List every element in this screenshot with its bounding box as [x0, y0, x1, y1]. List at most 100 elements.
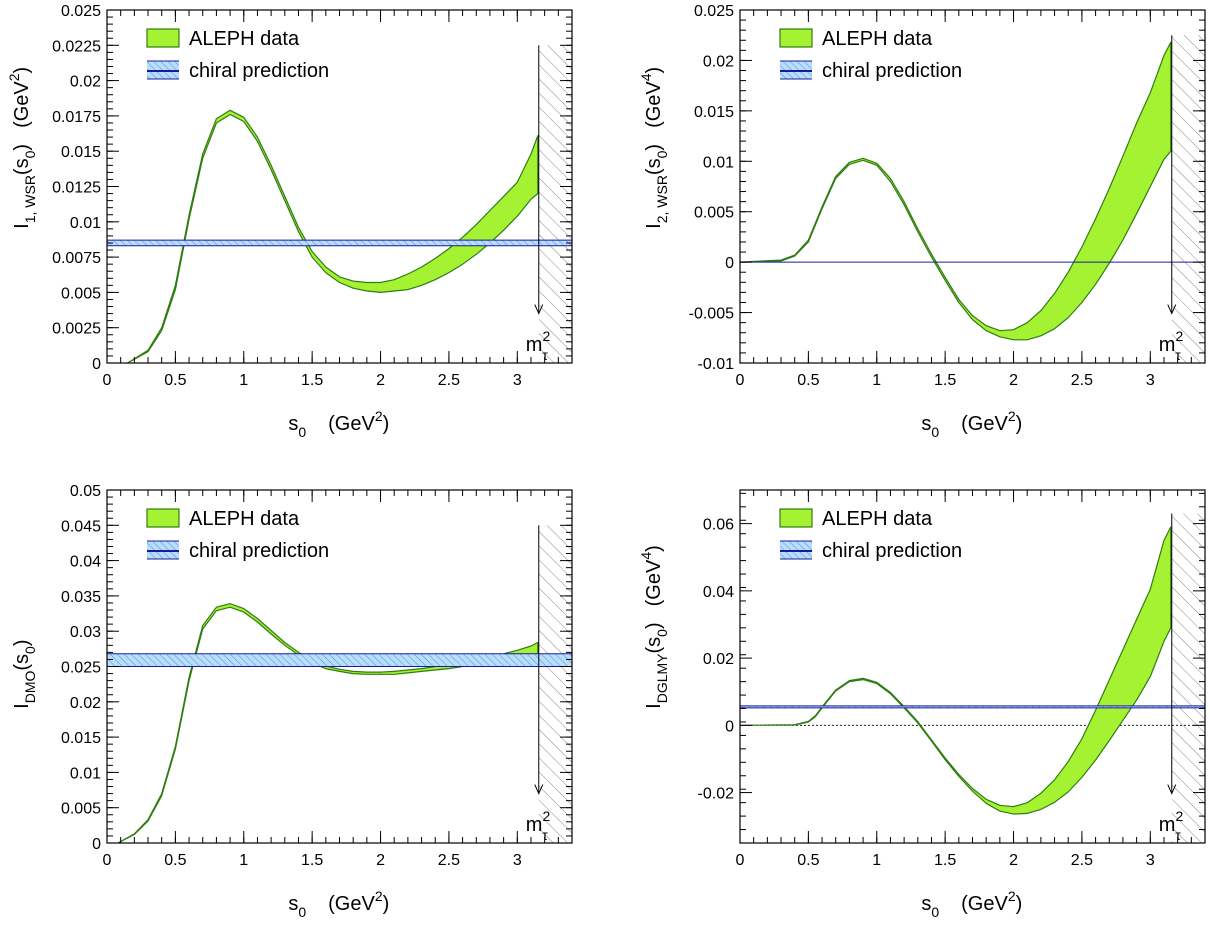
x-axis: 0 0.5 1 1.5 2 2.5 3 — [736, 10, 1206, 389]
plot-area — [107, 45, 572, 363]
y-axis-label: I2, WSR(s0)(GeV4) — [638, 67, 670, 229]
x-tick-label: 3 — [1146, 852, 1155, 869]
legend-label-chiral: chiral prediction — [189, 60, 329, 82]
y-tick-label: 0.025 — [61, 3, 101, 20]
legend-swatch-aleph — [779, 28, 813, 48]
mtau-label: m2 τ — [1159, 808, 1184, 843]
legend-label-chiral: chiral prediction — [189, 540, 329, 562]
legend-label-aleph: ALEPH data — [189, 508, 300, 530]
y-tick-label: 0.015 — [694, 104, 734, 121]
y-tick-label: 0.05 — [70, 483, 101, 500]
x-axis: 0 0.5 1 1.5 2 2.5 3 — [103, 490, 573, 869]
y-tick-label: 0.025 — [694, 3, 734, 20]
y-tick-label: 0.01 — [703, 154, 734, 171]
x-tick-label: 0.5 — [797, 852, 819, 869]
x-axis-label: s0 (GeV2) — [921, 888, 1022, 920]
aleph-data-band — [117, 603, 539, 843]
y-tick-label: 0.005 — [61, 285, 101, 302]
x-tick-label: 0 — [736, 852, 745, 869]
plot-area — [107, 525, 572, 843]
y-tick-label: 0.015 — [61, 144, 101, 161]
legend-label-chiral: chiral prediction — [822, 60, 962, 82]
x-tick-label: 1.5 — [934, 372, 956, 389]
y-tick-label: 0.02 — [70, 74, 101, 91]
y-axis: 0 0.005 0.01 0.015 0.02 0.025 0.03 0.035 0.04 0.0… — [61, 483, 572, 853]
x-tick-label: 2 — [376, 372, 385, 389]
mtau-label: m2 τ — [526, 808, 551, 843]
mtau-label: m2 τ — [1159, 328, 1184, 363]
plot-area — [740, 513, 1205, 843]
x-tick-label: 3 — [1146, 372, 1155, 389]
y-tick-label: 0.02 — [703, 53, 734, 70]
x-tick-label: 0 — [736, 372, 745, 389]
y-tick-label: 0.045 — [61, 518, 101, 535]
x-tick-label: 1 — [872, 372, 881, 389]
x-tick-label: 2.5 — [1071, 372, 1093, 389]
excluded-region-hatch — [538, 45, 572, 363]
mtau-arrow-head — [534, 784, 544, 795]
y-tick-label: 0.04 — [703, 584, 734, 601]
panel-bottom-left: m2 τ 0 0.5 1 1.5 2 2.5 3 0 0.005 0.01 0.015 0.02 0.025… — [11, 483, 573, 920]
x-axis: 0 0.5 1 1.5 2 2.5 3 — [103, 10, 573, 389]
y-axis: -0.01 -0.005 0 0.005 0.01 0.015 0.02 0.025 — [689, 3, 1205, 373]
aleph-data-band — [740, 41, 1172, 341]
x-axis-label: s0 (GeV2) — [288, 408, 389, 440]
x-tick-label: 1 — [872, 852, 881, 869]
x-tick-label: 1.5 — [934, 852, 956, 869]
x-tick-label: 2.5 — [438, 852, 460, 869]
x-tick-label: 1 — [239, 852, 248, 869]
mtau-arrow-head — [534, 304, 544, 315]
x-tick-label: 0 — [103, 852, 112, 869]
x-axis-label: s0 (GeV2) — [921, 408, 1022, 440]
aleph-data-band — [740, 526, 1172, 815]
x-tick-label: 2 — [376, 852, 385, 869]
x-tick-label: 0.5 — [797, 372, 819, 389]
x-tick-label: 0.5 — [164, 852, 186, 869]
excluded-region-hatch — [1171, 35, 1205, 363]
legend-label-aleph: ALEPH data — [822, 508, 933, 530]
legend: ALEPH data chiral prediction — [779, 508, 962, 562]
excluded-region-hatch — [1171, 513, 1205, 843]
x-tick-label: 2.5 — [438, 372, 460, 389]
y-axis: 0 0.0025 0.005 0.0075 0.01 0.0125 0.015 0.0175 0… — [52, 3, 572, 373]
legend: ALEPH data chiral prediction — [779, 28, 962, 82]
x-tick-label: 2.5 — [1071, 852, 1093, 869]
legend-swatch-aleph — [146, 508, 180, 528]
legend: ALEPH data chiral prediction — [146, 28, 329, 82]
y-axis-label: IDGLMY(s0)(GeV4) — [638, 545, 670, 709]
legend-swatch-aleph — [779, 508, 813, 528]
chiral-prediction-band — [107, 653, 572, 667]
x-tick-label: 3 — [513, 852, 522, 869]
y-tick-label: 0 — [92, 356, 101, 373]
chiral-prediction-band — [107, 240, 572, 246]
y-tick-label: -0.02 — [698, 786, 735, 803]
legend: ALEPH data chiral prediction — [146, 508, 329, 562]
panel-top-right: m2 τ 0 0.5 1 1.5 2 2.5 3 -0.01 -0.005 0 0.005 0.01 0.0… — [638, 3, 1206, 440]
y-tick-label: 0.04 — [70, 554, 101, 571]
legend-swatch-aleph — [146, 28, 180, 48]
y-tick-label: -0.01 — [698, 356, 735, 373]
x-tick-label: 0 — [103, 372, 112, 389]
y-tick-label: 0.03 — [70, 624, 101, 641]
x-tick-label: 2 — [1009, 852, 1018, 869]
y-tick-label: 0.035 — [61, 589, 101, 606]
y-axis-label: I1, WSR(s0)(GeV2) — [6, 67, 38, 229]
x-axis-label: s0 (GeV2) — [288, 888, 389, 920]
y-tick-label: 0 — [725, 718, 734, 735]
y-tick-label: 0.0225 — [52, 38, 101, 55]
x-tick-label: 1.5 — [301, 372, 323, 389]
aleph-data-band — [126, 109, 539, 363]
y-tick-label: 0.0125 — [52, 180, 101, 197]
excluded-region-hatch — [538, 525, 572, 843]
x-axis: 0 0.5 1 1.5 2 2.5 3 — [736, 490, 1206, 869]
y-tick-label: 0.01 — [70, 215, 101, 232]
panel-bottom-right: m2 τ 0 0.5 1 1.5 2 2.5 3 -0.02 0 0.02 0.04 0.06 s0 (GeV… — [638, 489, 1206, 920]
y-tick-label: 0.005 — [694, 205, 734, 222]
y-tick-label: 0.025 — [61, 660, 101, 677]
legend-label-aleph: ALEPH data — [189, 28, 300, 50]
legend-label-chiral: chiral prediction — [822, 540, 962, 562]
chiral-prediction-band — [740, 705, 1205, 708]
y-tick-label: 0.0175 — [52, 109, 101, 126]
x-tick-label: 3 — [513, 372, 522, 389]
